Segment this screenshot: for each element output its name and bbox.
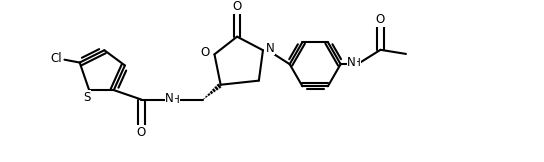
Text: N: N bbox=[348, 56, 356, 69]
Text: Cl: Cl bbox=[51, 52, 62, 65]
Text: S: S bbox=[83, 91, 91, 104]
Text: H: H bbox=[171, 95, 180, 104]
Text: O: O bbox=[137, 126, 146, 139]
Text: O: O bbox=[201, 46, 210, 59]
Text: H: H bbox=[353, 58, 361, 68]
Text: N: N bbox=[266, 42, 275, 55]
Text: O: O bbox=[376, 13, 385, 26]
Text: N: N bbox=[165, 92, 174, 105]
Text: O: O bbox=[232, 0, 242, 13]
